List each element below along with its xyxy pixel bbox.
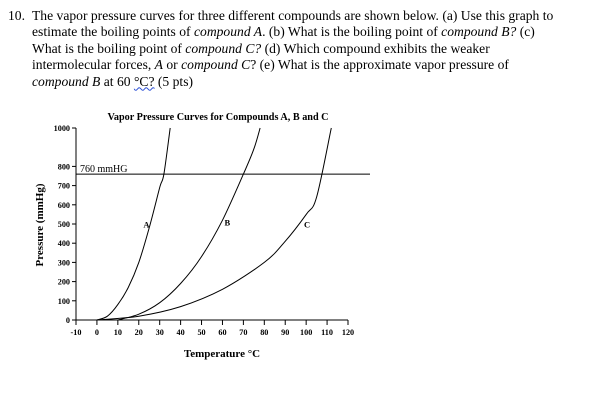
question-text-segment: estimate the boiling points of: [32, 24, 194, 40]
question-number: 10.: [8, 8, 25, 23]
question-text-segment: . (b) What is the boiling point of: [262, 24, 442, 40]
spellcheck-flagged-text[interactable]: °C?: [133, 73, 155, 89]
x-tick-label: 90: [281, 328, 289, 337]
x-tick-label: 30: [156, 328, 164, 337]
compound-name: A: [154, 57, 163, 73]
x-axis-label: Temperature °C: [184, 348, 260, 360]
question-line: The vapor pressure curves for three diff…: [32, 8, 554, 23]
y-tick-label: 100: [58, 297, 70, 306]
compound-name: compound C?: [185, 40, 262, 56]
curve-b: [117, 127, 261, 321]
question-text-segment: at 60: [100, 73, 134, 89]
x-tick-label: 70: [239, 328, 247, 337]
y-axis-label: Pressure (mmHg): [34, 183, 46, 266]
compound-name: compound A: [193, 24, 263, 40]
question-text: 10. The vapor pressure curves for three …: [8, 8, 592, 90]
series-label-c: C: [304, 220, 310, 230]
y-tick-label: 300: [58, 258, 70, 267]
y-tick-label: 200: [58, 278, 70, 287]
y-tick-label: 600: [58, 201, 70, 210]
y-tick-label: 1000: [54, 124, 70, 133]
x-tick-label: 120: [342, 328, 354, 337]
x-tick-label: 0: [95, 328, 99, 337]
x-tick-label: 20: [135, 328, 143, 337]
y-tick-label: 0: [66, 316, 70, 325]
question-text-segment: or: [162, 57, 182, 73]
y-tick-label: 400: [58, 239, 70, 248]
y-tick-label: 500: [58, 220, 70, 229]
x-tick-label: 60: [218, 328, 226, 337]
series-label-b: B: [225, 218, 231, 228]
question-text-segment: (c): [516, 24, 535, 40]
x-tick-label: 10: [114, 328, 122, 337]
x-tick-label: 110: [321, 328, 333, 337]
compound-name: compound B: [32, 73, 101, 89]
series-label-a: A: [143, 220, 150, 230]
curve-c: [96, 127, 332, 321]
x-tick-label: -10: [71, 328, 82, 337]
question-text-segment: ? (e) What is the approximate vapor pres…: [250, 57, 509, 73]
curves: A B C: [96, 127, 332, 321]
compound-name: compound B?: [441, 24, 517, 40]
y-tick-label: 700: [58, 182, 70, 191]
question-text-segment: What is the boiling point of: [32, 40, 186, 56]
question-text-segment: (d) Which compound exhibits the weaker: [261, 40, 490, 56]
x-tick-label: 100: [300, 328, 312, 337]
x-tick-label: 50: [197, 328, 205, 337]
question-text-segment: intermolecular forces,: [32, 57, 155, 73]
y-tick-label: 800: [58, 162, 70, 171]
x-tick-label: 80: [260, 328, 268, 337]
question-body: The vapor pressure curves for three diff…: [32, 8, 592, 90]
points-label: (5 pts): [154, 73, 194, 89]
x-tick-label: 40: [177, 328, 185, 337]
compound-name: compound C: [181, 57, 251, 73]
curve-a: [96, 127, 171, 321]
reference-line-label: 760 mmHG: [80, 164, 128, 175]
chart-title: Vapor Pressure Curves for Compounds A, B…: [107, 112, 328, 123]
